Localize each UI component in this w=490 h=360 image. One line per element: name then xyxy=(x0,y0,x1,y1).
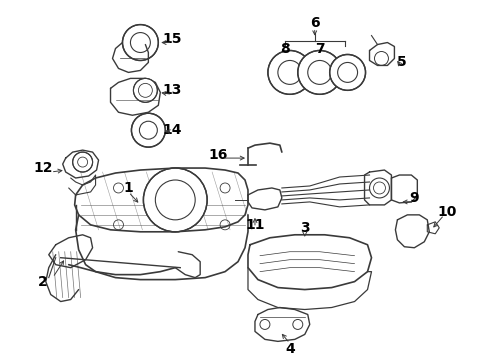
Text: 13: 13 xyxy=(163,84,182,97)
Circle shape xyxy=(144,168,207,232)
Text: 15: 15 xyxy=(163,32,182,46)
Text: 9: 9 xyxy=(410,191,419,205)
Circle shape xyxy=(330,54,366,90)
Text: 11: 11 xyxy=(245,218,265,232)
Text: 6: 6 xyxy=(310,15,319,30)
Circle shape xyxy=(133,78,157,102)
Text: 5: 5 xyxy=(396,55,406,69)
Text: 2: 2 xyxy=(38,275,48,289)
Text: 10: 10 xyxy=(438,205,457,219)
Text: 8: 8 xyxy=(280,41,290,55)
Text: 4: 4 xyxy=(285,342,294,356)
Circle shape xyxy=(122,24,158,60)
Text: 16: 16 xyxy=(208,148,228,162)
Text: 1: 1 xyxy=(123,181,133,195)
Circle shape xyxy=(268,50,312,94)
Circle shape xyxy=(131,113,165,147)
Text: 7: 7 xyxy=(315,41,324,55)
Text: 3: 3 xyxy=(300,221,310,235)
Circle shape xyxy=(73,152,93,172)
Circle shape xyxy=(298,50,342,94)
Text: 12: 12 xyxy=(33,161,52,175)
Text: 14: 14 xyxy=(163,123,182,137)
